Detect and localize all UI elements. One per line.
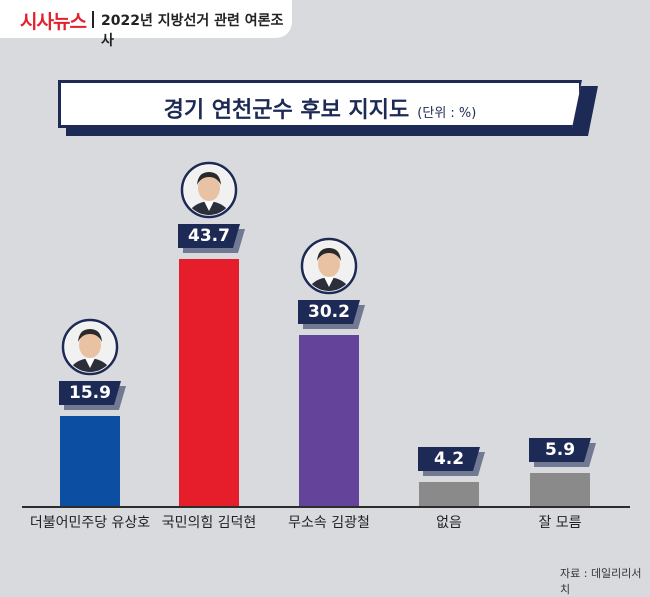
category-label-5: 잘 모름 (538, 515, 582, 531)
header-banner: 시사뉴스 2022년 지방선거 관련 여론조사 (0, 0, 292, 49)
chart-title: 경기 연천군수 후보 지지도 (단위 : %) (0, 92, 640, 124)
value-label-text: 30.2 (298, 300, 360, 324)
title-box (58, 80, 582, 128)
header-subtitle: 2022년 지방선거 관련 여론조사 (101, 13, 284, 49)
value-label-4: 4.2 (418, 447, 480, 475)
candidate-portrait-1 (61, 318, 119, 376)
value-label-2: 43.7 (178, 224, 240, 252)
value-label-text: 15.9 (59, 381, 121, 405)
category-label-4: 없음 (436, 515, 462, 531)
source-note: 자료 : 데일리리서치 (560, 567, 642, 596)
bar-1 (60, 416, 120, 506)
value-label-text: 4.2 (418, 447, 480, 471)
bar-4 (419, 482, 479, 506)
chart-baseline (22, 506, 630, 508)
bar-5 (530, 473, 590, 506)
chart-unit: (단위 : %) (417, 106, 477, 121)
value-label-text: 5.9 (529, 438, 591, 462)
category-label-1: 더불어민주당 유상호 (29, 515, 151, 531)
candidate-portrait-2 (180, 161, 238, 219)
category-label-2: 국민의힘 김덕현 (161, 515, 257, 531)
header-divider (92, 11, 94, 28)
chart-title-text: 경기 연천군수 후보 지지도 (163, 98, 410, 123)
value-label-5: 5.9 (529, 438, 591, 466)
category-label-3: 무소속 김광철 (288, 515, 370, 531)
value-label-1: 15.9 (59, 381, 121, 409)
value-label-text: 43.7 (178, 224, 240, 248)
bar-3 (299, 335, 359, 506)
bar-2 (179, 259, 239, 506)
brand-logo: 시사뉴스 (20, 11, 87, 33)
value-label-3: 30.2 (298, 300, 360, 328)
candidate-portrait-3 (300, 237, 358, 295)
